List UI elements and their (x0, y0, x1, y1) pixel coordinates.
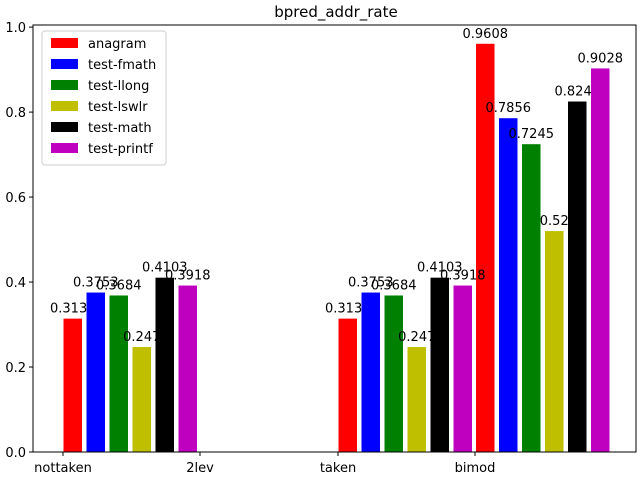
legend-label: test-llong (88, 79, 149, 94)
bar-value-label: 0.3918 (440, 269, 486, 284)
chart-title: bpred_addr_rate (274, 3, 398, 22)
legend-swatch (51, 59, 78, 69)
y-tick-label: 0.2 (5, 361, 26, 376)
x-tick-label: nottaken (34, 461, 92, 476)
bar-value-label: 0.3139 (325, 302, 371, 317)
bar-test-llong-taken (384, 295, 403, 452)
legend-swatch (51, 38, 78, 48)
bar-test-lswlr-bimod (545, 231, 564, 452)
legend: anagram test-fmath test-llong test-lswlr tes… (41, 30, 167, 166)
x-tick-label: bimod (455, 461, 496, 476)
bar-test-fmath-taken (361, 292, 380, 452)
y-tick-label: 0.4 (5, 276, 26, 291)
bar-test-printf-bimod (591, 68, 610, 452)
x-tick-label: taken (320, 461, 356, 476)
bar-value-label: 0.247 (398, 330, 435, 345)
bar-test-math-nottaken (155, 277, 174, 452)
bar-value-label: 0.52 (540, 214, 569, 229)
bar-test-llong-bimod (522, 144, 541, 452)
legend-label: anagram (88, 37, 146, 52)
bar-test-printf-nottaken (178, 285, 197, 452)
plot-area: 0.3139 0.3139 0.9608 0.3753 0.3753 0.7856 0.36… (32, 24, 637, 453)
legend-label: test-printf (88, 142, 153, 157)
bar-test-fmath-bimod (499, 118, 518, 452)
bar-anagram-taken (338, 318, 357, 452)
axes-frame (32, 24, 637, 453)
bar-anagram-bimod (476, 43, 495, 452)
bar-value-label: 0.4103 (142, 261, 188, 276)
bar-value-label: 0.7245 (509, 127, 555, 142)
bar-value-label: 0.7856 (486, 101, 532, 116)
legend-swatch (51, 101, 78, 111)
bar-test-lswlr-nottaken (132, 347, 151, 452)
bar-value-label: 0.3753 (348, 276, 394, 291)
bar-value-label: 0.9028 (578, 51, 624, 66)
legend-label: test-lswlr (88, 100, 148, 115)
bar-value-label: 0.3684 (371, 278, 417, 293)
y-tick-label: 0.6 (5, 191, 26, 206)
y-tick-label: 0.0 (5, 446, 26, 461)
bar-value-label: 0.8249 (555, 85, 601, 100)
bar-test-llong-nottaken (109, 295, 128, 452)
legend-swatch (51, 143, 78, 153)
legend-swatch (51, 122, 78, 132)
bar-value-label: 0.3753 (73, 276, 119, 291)
bar-value-label: 0.4103 (417, 261, 463, 276)
bar-test-fmath-nottaken (86, 292, 105, 452)
bar-value-label: 0.3684 (96, 278, 142, 293)
x-tick-label: 2lev (186, 461, 214, 476)
y-axis: 0.0 0.2 0.4 0.6 0.8 1.0 (5, 21, 33, 461)
bar-test-math-taken (430, 277, 449, 452)
bar-test-lswlr-taken (407, 347, 426, 452)
y-tick-label: 1.0 (5, 21, 26, 36)
bar-anagram-nottaken (63, 318, 82, 452)
legend-label: test-math (88, 121, 152, 136)
x-axis: nottaken 2lev taken bimod (34, 452, 495, 476)
bar-value-label: 0.247 (123, 330, 160, 345)
bar-value-label: 0.3918 (165, 269, 211, 284)
bar-test-math-bimod (568, 101, 587, 453)
legend-label: test-fmath (88, 58, 156, 73)
legend-swatch (51, 80, 78, 90)
y-tick-label: 0.8 (5, 106, 26, 121)
bar-value-label: 0.3139 (50, 302, 96, 317)
bar-test-printf-taken (453, 285, 472, 452)
bar-value-label: 0.9608 (463, 27, 509, 42)
